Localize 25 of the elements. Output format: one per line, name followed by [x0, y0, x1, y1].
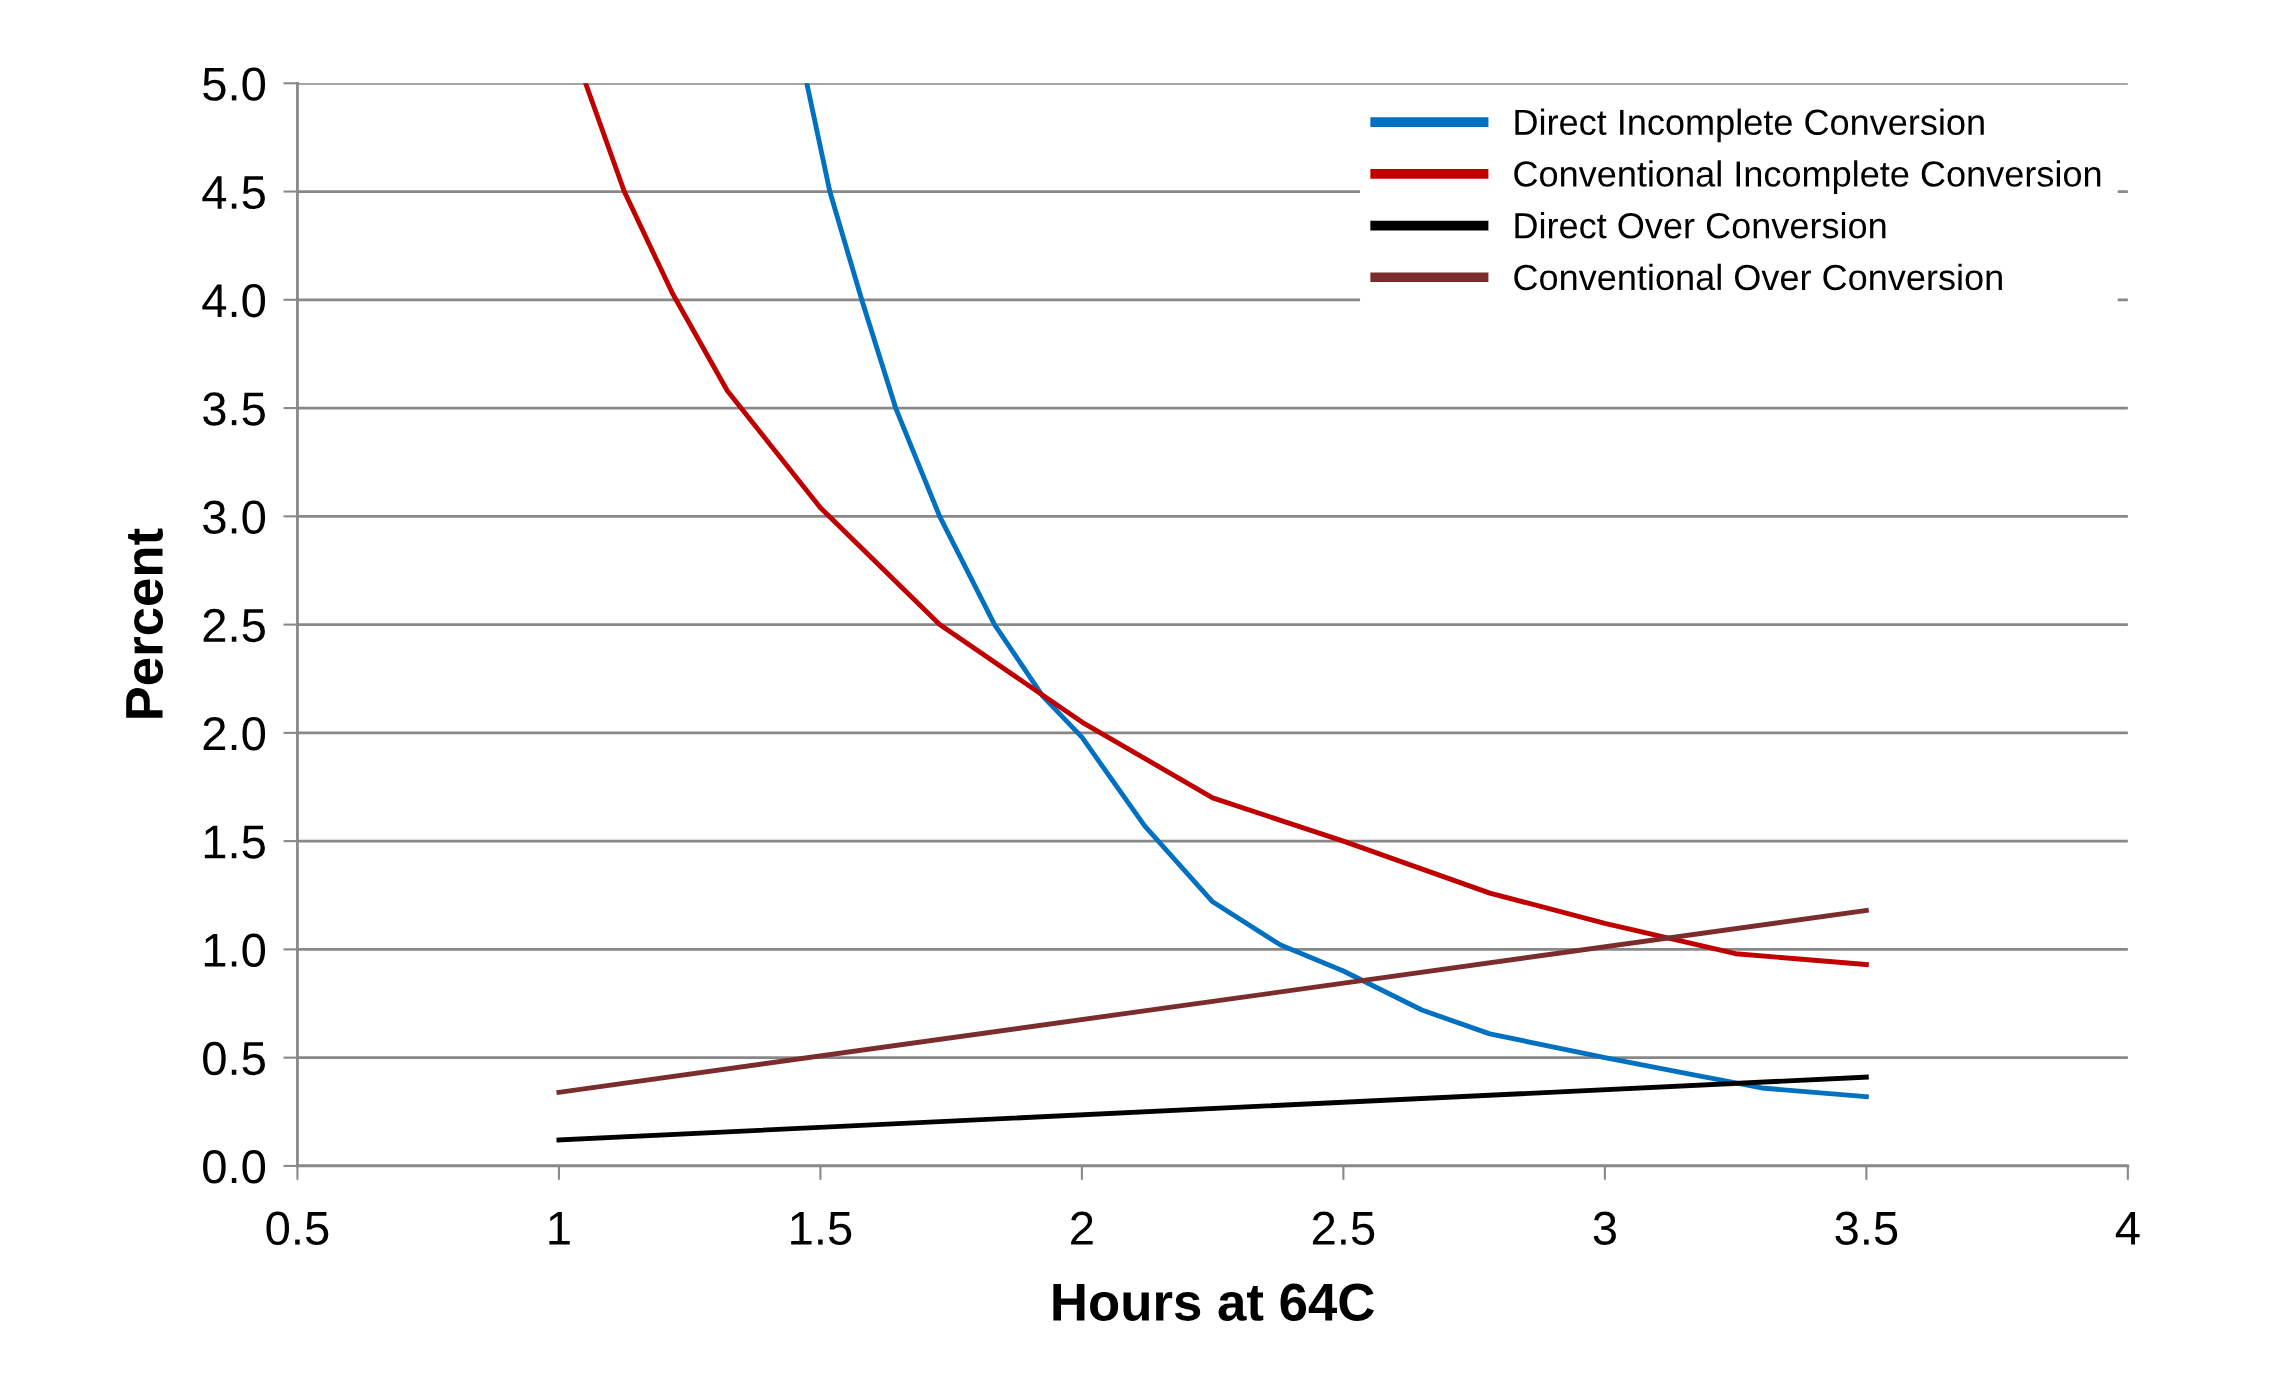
x-tick-label: 1: [549, 1212, 570, 1245]
y-tick-label: 0.5: [203, 1041, 265, 1076]
x-tick-label: 0.5: [266, 1211, 329, 1246]
y-axis-title: Percent: [126, 528, 164, 718]
x-tick-label: 4: [2115, 1212, 2140, 1245]
legend-label: Conventional Over Conversion: [1514, 263, 2002, 291]
x-tick-label: 3: [1593, 1211, 1616, 1246]
x-tick-label: 3.5: [1835, 1211, 1898, 1246]
legend-label: Conventional Incomplete Conversion: [1514, 160, 2101, 194]
y-tick-label: 2.5: [203, 608, 265, 643]
y-tick-label: 1.5: [204, 825, 265, 859]
y-tick-label: 5.0: [203, 67, 266, 101]
legend-label: Direct Over Conversion: [1515, 211, 1886, 239]
x-tick-label: 2.5: [1312, 1211, 1375, 1246]
x-tick-label: 1.5: [791, 1212, 852, 1246]
y-tick-label: 3.5: [203, 392, 265, 426]
x-axis-title: Hours at 64C: [1053, 1283, 1374, 1321]
x-tick-label: 2: [1071, 1211, 1093, 1245]
y-tick-label: 2.0: [203, 717, 266, 751]
legend-label: Direct Incomplete Conversion: [1515, 108, 1984, 143]
y-tick-label: 3.0: [203, 500, 266, 534]
y-tick-label: 1.0: [204, 933, 266, 967]
y-tick-label: 4.0: [202, 283, 266, 318]
y-tick-label: 4.5: [202, 176, 265, 210]
y-tick-label: 0.0: [203, 1150, 266, 1184]
